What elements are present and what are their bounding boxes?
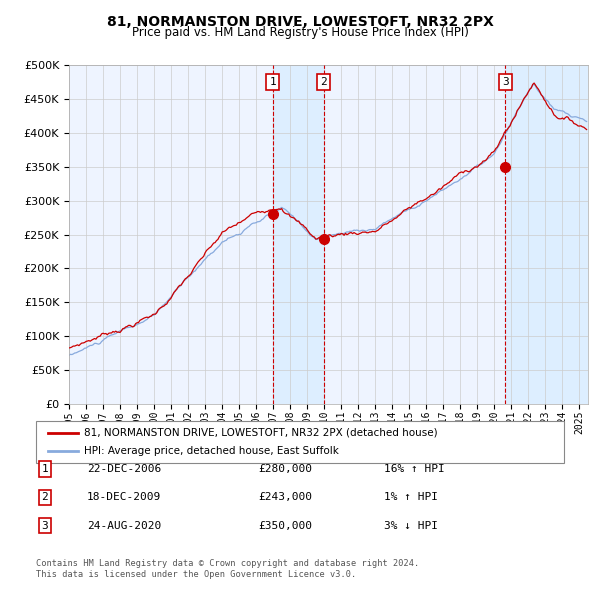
Text: 1: 1 <box>269 77 276 87</box>
Text: 2: 2 <box>41 493 49 502</box>
Text: 24-AUG-2020: 24-AUG-2020 <box>87 521 161 530</box>
Text: HPI: Average price, detached house, East Suffolk: HPI: Average price, detached house, East… <box>84 446 339 456</box>
Text: 1% ↑ HPI: 1% ↑ HPI <box>384 493 438 502</box>
Text: 1: 1 <box>41 464 49 474</box>
Text: 3: 3 <box>41 521 49 530</box>
Text: 18-DEC-2009: 18-DEC-2009 <box>87 493 161 502</box>
Text: 3% ↓ HPI: 3% ↓ HPI <box>384 521 438 530</box>
Text: This data is licensed under the Open Government Licence v3.0.: This data is licensed under the Open Gov… <box>36 571 356 579</box>
Text: 81, NORMANSTON DRIVE, LOWESTOFT, NR32 2PX: 81, NORMANSTON DRIVE, LOWESTOFT, NR32 2P… <box>107 15 493 29</box>
Text: £350,000: £350,000 <box>258 521 312 530</box>
Text: 16% ↑ HPI: 16% ↑ HPI <box>384 464 445 474</box>
Bar <box>272 65 323 404</box>
Text: Contains HM Land Registry data © Crown copyright and database right 2024.: Contains HM Land Registry data © Crown c… <box>36 559 419 568</box>
Text: 3: 3 <box>502 77 509 87</box>
Text: 2: 2 <box>320 77 327 87</box>
Text: £243,000: £243,000 <box>258 493 312 502</box>
Text: Price paid vs. HM Land Registry's House Price Index (HPI): Price paid vs. HM Land Registry's House … <box>131 26 469 39</box>
Text: 81, NORMANSTON DRIVE, LOWESTOFT, NR32 2PX (detached house): 81, NORMANSTON DRIVE, LOWESTOFT, NR32 2P… <box>84 428 437 438</box>
Text: £280,000: £280,000 <box>258 464 312 474</box>
Bar <box>505 65 588 404</box>
Text: 22-DEC-2006: 22-DEC-2006 <box>87 464 161 474</box>
